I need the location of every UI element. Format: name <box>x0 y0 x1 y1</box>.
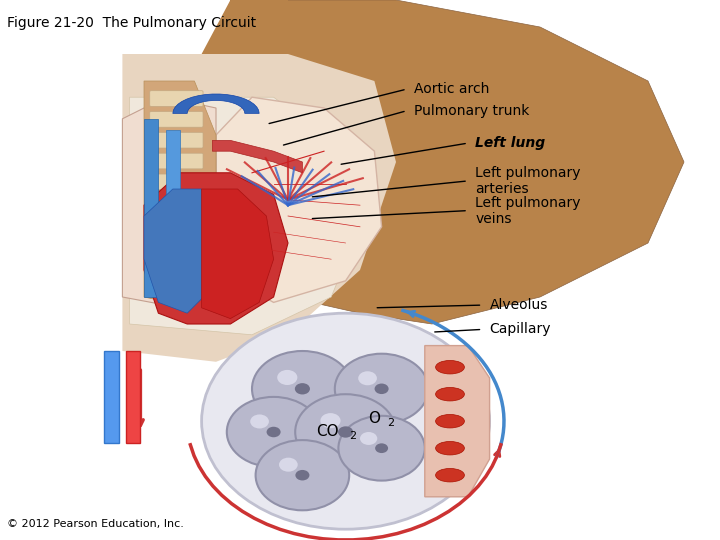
Polygon shape <box>212 140 302 173</box>
Text: Capillary: Capillary <box>490 322 551 336</box>
Circle shape <box>227 397 320 467</box>
Ellipse shape <box>436 361 464 374</box>
Polygon shape <box>144 189 216 313</box>
Ellipse shape <box>436 442 464 455</box>
Polygon shape <box>144 81 216 308</box>
Text: Left pulmonary
veins: Left pulmonary veins <box>475 195 581 226</box>
Circle shape <box>295 383 310 394</box>
Circle shape <box>295 470 310 481</box>
FancyBboxPatch shape <box>150 132 203 148</box>
Ellipse shape <box>436 415 464 428</box>
Polygon shape <box>173 94 259 113</box>
FancyBboxPatch shape <box>150 215 203 231</box>
Polygon shape <box>166 130 180 270</box>
Circle shape <box>338 427 353 437</box>
Circle shape <box>266 427 281 437</box>
Circle shape <box>279 458 298 472</box>
Circle shape <box>277 370 297 385</box>
Text: O: O <box>369 411 380 426</box>
Polygon shape <box>126 351 140 443</box>
Text: © 2012 Pearson Education, Inc.: © 2012 Pearson Education, Inc. <box>7 519 184 529</box>
Circle shape <box>202 313 490 529</box>
Polygon shape <box>425 346 490 497</box>
Polygon shape <box>144 173 288 324</box>
FancyBboxPatch shape <box>150 174 203 190</box>
Circle shape <box>359 372 377 386</box>
Polygon shape <box>130 97 360 335</box>
Text: Left lung: Left lung <box>475 136 545 150</box>
FancyBboxPatch shape <box>150 112 203 127</box>
Text: Left pulmonary
arteries: Left pulmonary arteries <box>475 166 581 196</box>
Circle shape <box>375 443 388 453</box>
Polygon shape <box>230 0 684 324</box>
Circle shape <box>252 351 353 427</box>
Circle shape <box>374 383 389 394</box>
Text: CO: CO <box>316 424 339 440</box>
Text: Pulmonary trunk: Pulmonary trunk <box>414 104 529 118</box>
Polygon shape <box>202 0 288 108</box>
Polygon shape <box>104 351 119 443</box>
Polygon shape <box>202 189 274 319</box>
Polygon shape <box>122 54 396 362</box>
FancyBboxPatch shape <box>150 91 203 106</box>
Text: 2: 2 <box>387 418 395 428</box>
FancyBboxPatch shape <box>150 195 203 211</box>
Ellipse shape <box>436 468 464 482</box>
Polygon shape <box>216 97 382 302</box>
Circle shape <box>338 416 425 481</box>
Text: 2: 2 <box>349 431 356 441</box>
Circle shape <box>360 432 377 445</box>
Text: Figure 21-20  The Pulmonary Circuit: Figure 21-20 The Pulmonary Circuit <box>7 16 256 30</box>
Circle shape <box>251 415 269 429</box>
Text: Aortic arch: Aortic arch <box>414 82 490 96</box>
FancyBboxPatch shape <box>150 237 203 252</box>
Circle shape <box>335 354 428 424</box>
Circle shape <box>295 394 396 470</box>
Polygon shape <box>122 97 216 308</box>
Ellipse shape <box>436 388 464 401</box>
Polygon shape <box>144 119 158 297</box>
Circle shape <box>320 413 341 428</box>
FancyBboxPatch shape <box>150 153 203 169</box>
Circle shape <box>256 440 349 510</box>
Text: Alveolus: Alveolus <box>490 298 548 312</box>
